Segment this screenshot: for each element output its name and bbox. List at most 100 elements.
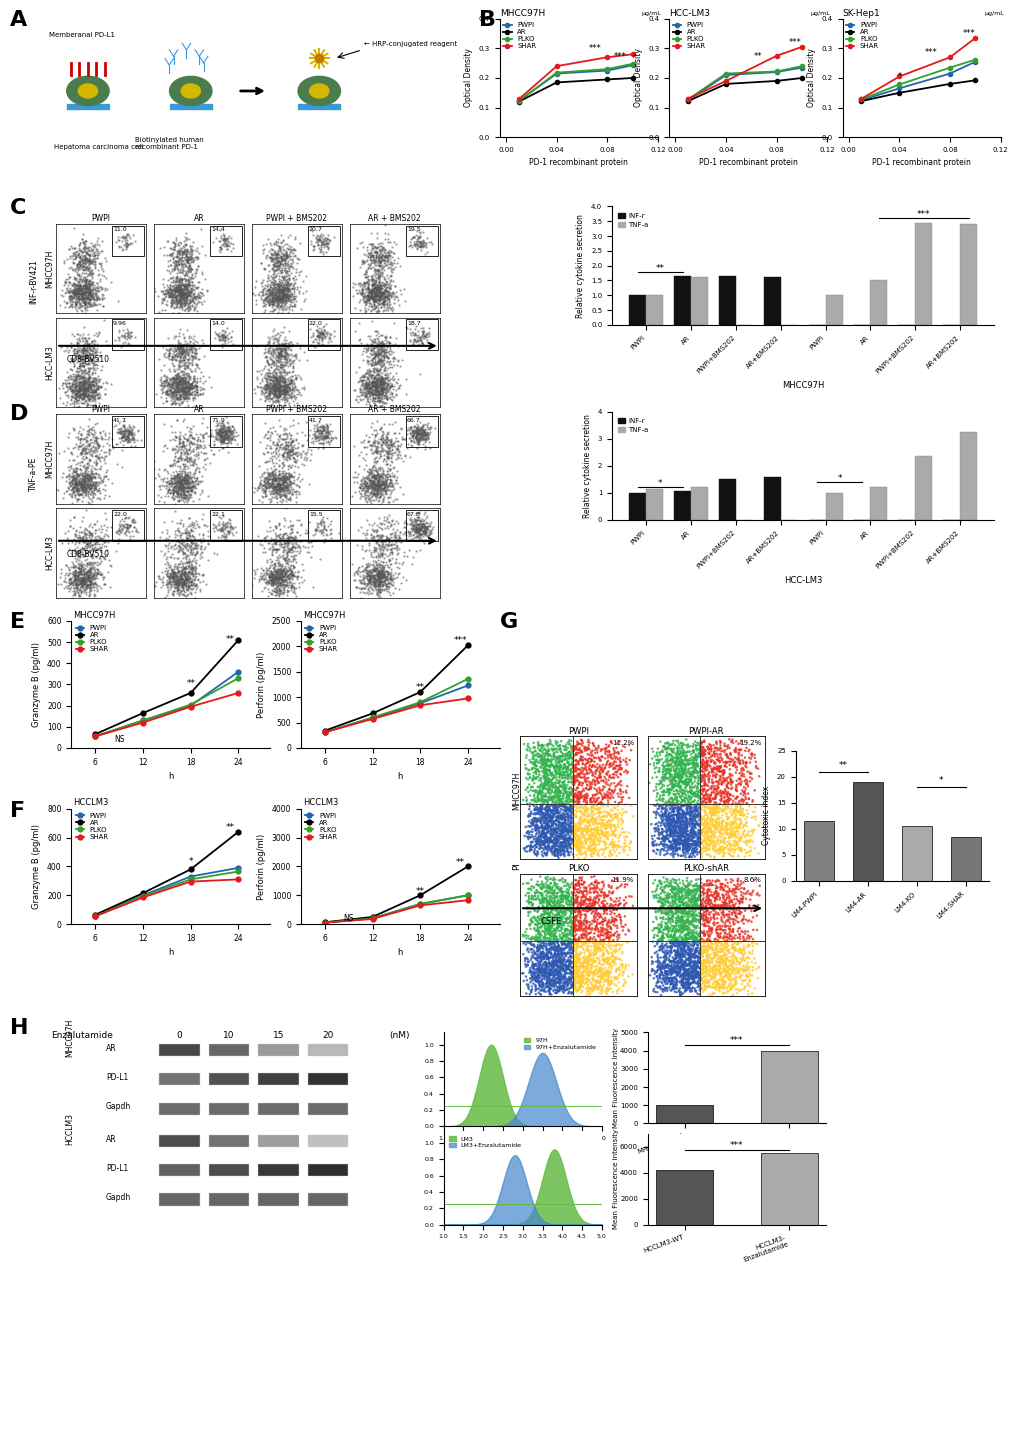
Point bbox=[74, 575, 91, 598]
Point bbox=[686, 926, 702, 949]
Point bbox=[401, 513, 418, 536]
Point bbox=[197, 436, 213, 459]
Point bbox=[688, 799, 704, 822]
Point bbox=[171, 513, 187, 536]
Point bbox=[368, 464, 384, 487]
Point bbox=[115, 429, 131, 452]
Point bbox=[217, 328, 233, 351]
Point bbox=[163, 572, 179, 595]
Point bbox=[549, 735, 566, 758]
Point bbox=[74, 433, 91, 456]
Point bbox=[66, 377, 83, 400]
Point bbox=[257, 365, 273, 388]
Point bbox=[85, 355, 101, 378]
Point bbox=[276, 475, 292, 498]
Point bbox=[79, 250, 96, 273]
Point bbox=[656, 915, 673, 939]
Point bbox=[543, 969, 559, 992]
Point bbox=[738, 965, 754, 988]
Point bbox=[368, 562, 384, 585]
Point bbox=[549, 891, 566, 914]
Point bbox=[309, 511, 325, 534]
Point bbox=[572, 902, 588, 926]
Point bbox=[699, 972, 715, 995]
Point bbox=[665, 794, 682, 817]
Point bbox=[379, 378, 395, 401]
Point bbox=[118, 232, 135, 256]
Point bbox=[678, 887, 694, 910]
Point bbox=[176, 380, 193, 403]
Point bbox=[170, 477, 186, 500]
Point bbox=[526, 754, 542, 777]
Point bbox=[170, 477, 186, 500]
Point bbox=[82, 523, 98, 546]
Point bbox=[375, 367, 391, 390]
Point bbox=[590, 813, 606, 836]
Point bbox=[372, 534, 388, 557]
Point bbox=[684, 924, 700, 947]
Point bbox=[274, 482, 290, 505]
Point bbox=[545, 744, 561, 767]
Point bbox=[556, 775, 573, 799]
Point bbox=[263, 562, 279, 585]
Point bbox=[120, 419, 137, 442]
Point bbox=[684, 755, 700, 778]
Bar bbox=[308, 1164, 348, 1177]
Point bbox=[282, 381, 299, 404]
Point bbox=[656, 793, 673, 816]
Point bbox=[82, 386, 98, 409]
Point bbox=[284, 563, 301, 586]
Point bbox=[264, 570, 280, 593]
Point bbox=[413, 235, 429, 258]
Point bbox=[366, 435, 382, 458]
Point bbox=[695, 784, 711, 807]
Point bbox=[82, 435, 98, 458]
Point bbox=[560, 784, 577, 807]
Point bbox=[662, 760, 679, 783]
PLKO bbox=[318, 723, 330, 741]
Point bbox=[269, 582, 285, 605]
Point bbox=[664, 846, 681, 869]
Point bbox=[91, 446, 107, 469]
Point bbox=[675, 801, 691, 825]
Point bbox=[79, 381, 96, 404]
Point bbox=[265, 284, 281, 308]
Point bbox=[86, 466, 102, 490]
Point bbox=[161, 567, 177, 591]
Point bbox=[161, 283, 177, 306]
Point bbox=[523, 928, 539, 952]
Point bbox=[67, 377, 84, 400]
Point bbox=[707, 963, 723, 986]
Point bbox=[597, 918, 613, 941]
Point bbox=[165, 283, 181, 306]
Point bbox=[180, 257, 197, 280]
Point bbox=[373, 381, 389, 404]
Point bbox=[78, 383, 95, 406]
Point bbox=[172, 386, 189, 409]
Point bbox=[534, 845, 550, 868]
Point bbox=[260, 290, 276, 313]
Point bbox=[377, 345, 393, 368]
Point bbox=[664, 885, 681, 908]
Point bbox=[116, 427, 132, 451]
Point bbox=[676, 953, 692, 976]
Point bbox=[286, 481, 303, 504]
Point bbox=[552, 937, 569, 960]
Point bbox=[178, 384, 195, 407]
Point bbox=[367, 478, 383, 501]
Point bbox=[266, 371, 282, 394]
Point bbox=[368, 377, 384, 400]
Point bbox=[678, 923, 694, 946]
Point bbox=[279, 580, 296, 604]
Point bbox=[723, 927, 740, 950]
Point bbox=[281, 378, 298, 401]
Point bbox=[159, 383, 175, 406]
Point bbox=[96, 530, 112, 553]
Point bbox=[64, 244, 81, 267]
Point bbox=[263, 462, 279, 485]
Point bbox=[87, 570, 103, 593]
Point bbox=[282, 566, 299, 589]
Point bbox=[170, 274, 186, 297]
Point bbox=[527, 907, 543, 930]
Point bbox=[716, 836, 733, 859]
